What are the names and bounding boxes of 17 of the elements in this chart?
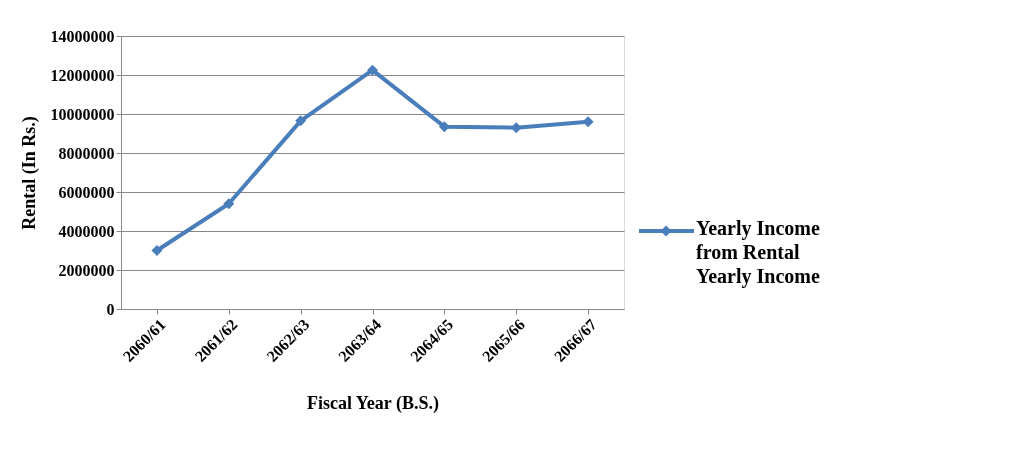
point	[438, 121, 450, 133]
x-axis-title: Fiscal Year (B.S.)	[307, 392, 439, 414]
y-axis-title: Rental (In Rs.)	[18, 116, 40, 230]
point	[223, 198, 235, 210]
y-tick-label: 8000000	[58, 144, 115, 162]
y-tick-label: 12000000	[50, 66, 115, 84]
y-tick-label: 0	[106, 300, 115, 318]
y-tick-label: 4000000	[58, 222, 115, 240]
y-tick-label: 10000000	[50, 105, 115, 123]
y-tick-label: 6000000	[58, 183, 115, 201]
point	[151, 245, 163, 256]
y-tick-label: 14000000	[50, 27, 115, 45]
point	[295, 115, 307, 127]
legend-label: Yearly Income from Rental Yearly Income	[696, 217, 820, 288]
point	[367, 64, 378, 76]
point	[582, 116, 594, 128]
y-tick-label: 2000000	[58, 261, 115, 279]
